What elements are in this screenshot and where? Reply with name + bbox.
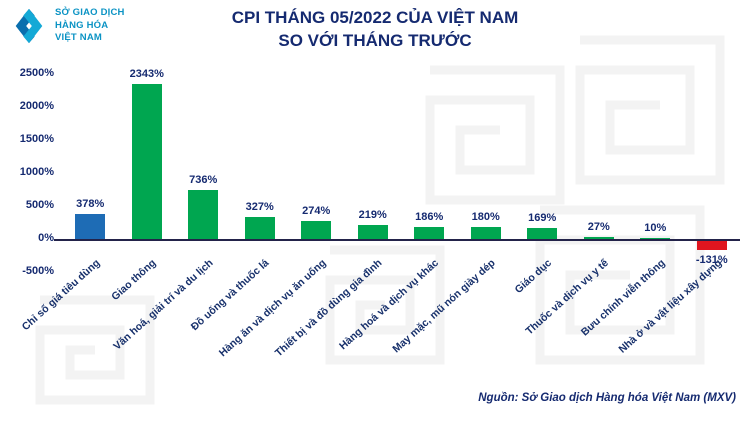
bar [414,226,445,239]
bar-value-label: 378% [76,198,105,211]
y-axis-tick: 500% [25,199,54,211]
bar-value-label: 274% [302,204,331,217]
bar [188,190,219,239]
bar-value-label: 186% [415,210,444,223]
bar-value-label: 27% [587,221,610,234]
x-axis-label: Nhà ở và vật liệu xây dựng [616,257,724,356]
logo-text: SỞ GIAO DỊCH HÀNG HÓA VIỆT NAM [55,7,125,44]
bar [640,238,671,239]
bar-value-label: 736% [189,174,218,187]
bar-value-label: 169% [528,211,557,224]
plot-area: 378% 2343% 736% 327% 274% 219% 186% 180% 169% 27%… [54,68,740,274]
x-axis-label: Văn hoá, giải trí và du lịch [110,257,216,353]
logo-line-1: SỞ GIAO DỊCH [55,7,125,19]
y-axis: 2500% 2000% 1500% 1000% 500% 0% -500% [0,67,56,277]
logo-line-3: VIỆT NAM [55,32,102,44]
zero-baseline [54,239,740,241]
chart-title-line-2: SO VỚI THÁNG TRƯỚC [278,30,472,50]
bar [244,217,275,239]
y-axis-tick: 1500% [19,133,54,145]
bar-value-label: 219% [358,208,387,221]
bar [357,224,388,239]
bar [696,241,727,250]
bar [470,227,501,239]
logo-line-2: HÀNG HÓA [55,19,109,31]
x-axis-label: Giáo dục [512,257,555,296]
x-axis-label: Hàng ăn và dịch vụ ăn uống [216,257,329,360]
bar-value-label: 180% [471,211,500,224]
bar [301,220,332,239]
y-axis-tick: -500% [22,265,54,277]
chart-title-line-1: CPI THÁNG 05/2022 CỦA VIỆT NAM [231,8,519,27]
y-axis-tick: 0% [38,232,54,244]
bar [527,227,558,239]
bar-value-label: 10% [644,222,667,235]
y-axis-tick: 1000% [19,166,54,178]
x-axis-label: Thiết bị và đồ dùng gia đình [273,257,385,360]
bar-chart: 2500% 2000% 1500% 1000% 500% 0% -500% 378% 2343… [0,67,750,404]
bar [75,214,106,239]
bar [583,237,614,239]
bar-value-label: -131% [695,253,728,266]
y-axis-tick: 2500% [19,67,54,79]
x-axis-labels: Chỉ số giá tiêu dùng Giao thông Văn hoá, g… [20,249,740,399]
bar-value-label: 2343% [129,68,164,81]
bar [131,84,162,239]
mxv-diamond-icon [15,8,43,44]
y-axis-tick: 2000% [19,100,54,112]
source-credit: Nguồn: Sở Giao dịch Hàng hóa Việt Nam (M… [478,392,736,404]
logo: SỞ GIAO DỊCH HÀNG HÓA VIỆT NAM [10,7,125,45]
x-axis-label: Giao thông [109,257,159,304]
x-axis-label: May mặc, mũ nón giày dép [390,257,498,356]
x-axis-label: Hàng hoá và dịch vụ khác [337,257,442,353]
bar-value-label: 327% [245,201,274,214]
chart-title: CPI THÁNG 05/2022 CỦA VIỆT NAM SO VỚI TH… [120,7,630,53]
